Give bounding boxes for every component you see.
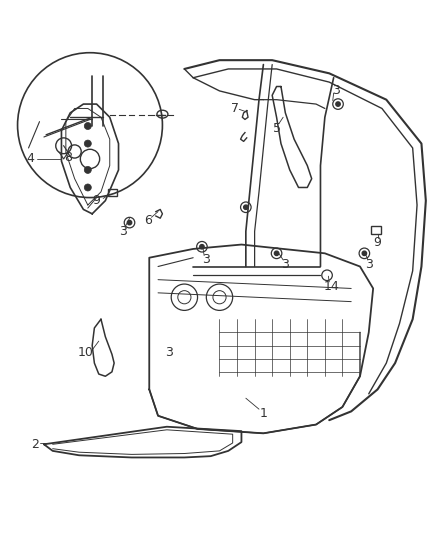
Text: 8: 8 <box>64 151 72 164</box>
Circle shape <box>274 251 278 255</box>
Text: 3: 3 <box>119 225 127 238</box>
Text: 9: 9 <box>373 236 381 249</box>
Text: 2: 2 <box>31 438 39 451</box>
Circle shape <box>127 221 131 225</box>
Text: 4: 4 <box>27 152 35 165</box>
Text: 14: 14 <box>323 280 339 293</box>
Text: 3: 3 <box>331 84 339 98</box>
Circle shape <box>361 251 366 255</box>
Text: 3: 3 <box>364 258 372 271</box>
Text: 9: 9 <box>92 194 100 207</box>
Circle shape <box>335 102 339 106</box>
Circle shape <box>84 123 91 130</box>
Circle shape <box>243 205 247 209</box>
Text: 5: 5 <box>272 122 280 135</box>
Circle shape <box>84 184 91 191</box>
Text: 6: 6 <box>144 214 152 227</box>
Circle shape <box>84 140 91 147</box>
Text: 3: 3 <box>281 258 289 271</box>
Circle shape <box>84 166 91 173</box>
Circle shape <box>199 245 204 249</box>
Text: 1: 1 <box>259 407 267 420</box>
Text: 10: 10 <box>78 345 93 359</box>
Text: 3: 3 <box>202 253 210 266</box>
Text: 7: 7 <box>230 102 238 115</box>
Text: 3: 3 <box>165 345 173 359</box>
